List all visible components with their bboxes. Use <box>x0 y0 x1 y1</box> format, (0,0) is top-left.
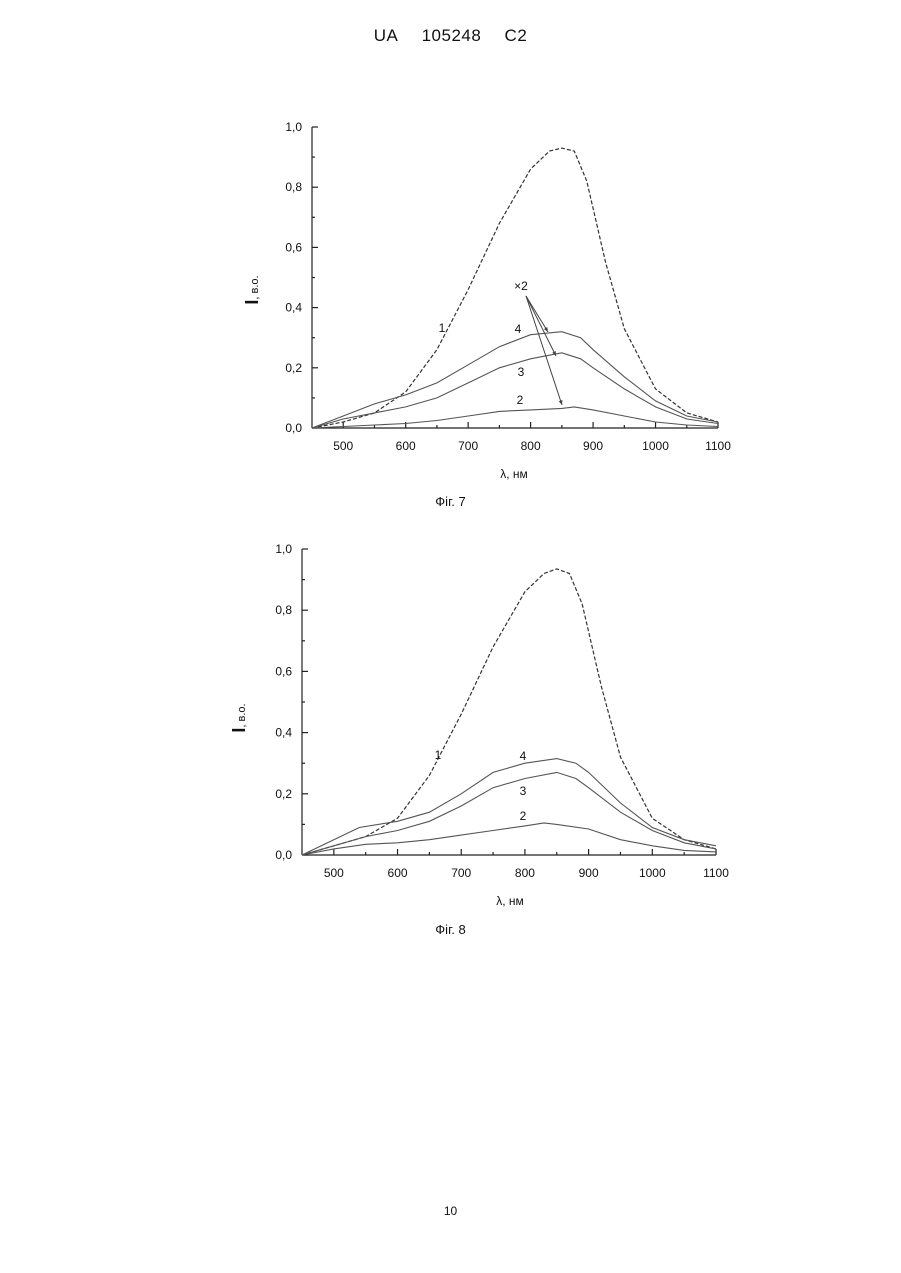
fig8-y-tick-label: 0,8 <box>275 603 292 617</box>
fig8-x-tick-label: 1100 <box>703 866 729 880</box>
fig8-curve-label-3: 3 <box>520 784 527 798</box>
figure-8-chart: 500 600 700 800 900 1000 1100 0,0 0,2 0,4 0,6 0,8 1,… <box>0 0 901 960</box>
fig8-y-tick-label: 0,6 <box>275 664 292 678</box>
fig8-series-3-line <box>302 772 716 855</box>
fig8-y-axis-label: I, в.о. <box>229 703 249 732</box>
fig8-x-tick-label: 600 <box>388 866 408 880</box>
fig8-y-tick-label: 0,4 <box>275 726 292 740</box>
fig8-x-tick-label: 1000 <box>639 866 666 880</box>
fig8-x-tick-label: 800 <box>515 866 535 880</box>
fig8-series-1-line <box>302 569 716 855</box>
fig8-x-tick-label: 500 <box>324 866 344 880</box>
fig8-x-tick-label: 900 <box>579 866 599 880</box>
fig8-curve-label-1: 1 <box>435 748 442 762</box>
figure-8-caption: Фіг. 8 <box>0 922 901 937</box>
page-number: 10 <box>0 1204 901 1218</box>
fig8-curve-label-2: 2 <box>520 809 527 823</box>
fig8-x-tick-label: 700 <box>451 866 471 880</box>
fig8-curve-label-4: 4 <box>520 749 527 763</box>
fig8-y-tick-label: 1,0 <box>275 542 292 556</box>
fig8-series-4-line <box>302 759 716 855</box>
fig8-x-axis-label: λ, нм <box>496 894 524 908</box>
fig8-y-tick-label: 0,0 <box>275 848 292 862</box>
fig8-y-tick-label: 0,2 <box>275 787 292 801</box>
